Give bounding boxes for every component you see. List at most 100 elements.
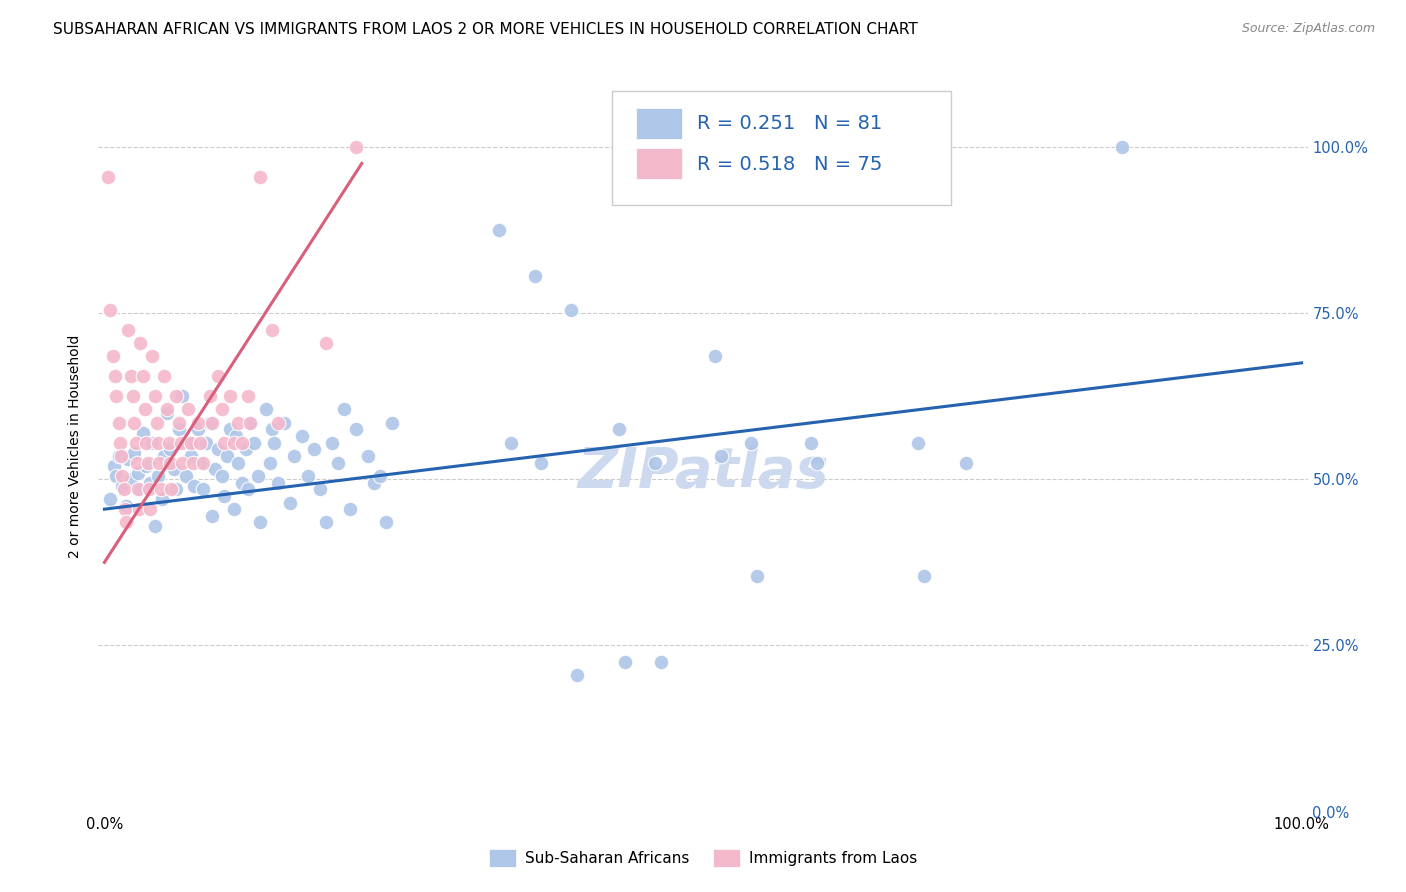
Point: [115, 516, 138, 530]
Point: [143, 389, 166, 403]
Point: [212, 489, 235, 503]
Point: [120, 369, 142, 384]
Point: [191, 482, 214, 496]
Point: [157, 435, 180, 450]
Point: [201, 416, 224, 430]
Point: [129, 482, 152, 496]
Point: [260, 422, 283, 436]
Point: [236, 482, 259, 496]
Point: [363, 475, 385, 490]
Text: R = 0.251   N = 81: R = 0.251 N = 81: [697, 114, 882, 133]
Point: [228, 416, 250, 430]
Text: ZIPatlas: ZIPatlas: [578, 444, 828, 499]
Point: [191, 456, 214, 470]
Point: [321, 435, 343, 450]
Point: [117, 323, 139, 337]
Point: [172, 456, 194, 470]
Point: [156, 406, 179, 420]
Point: [259, 456, 281, 470]
Point: [138, 482, 160, 496]
Point: [105, 469, 128, 483]
Point: [344, 422, 367, 436]
Point: [124, 416, 146, 430]
Point: [644, 156, 666, 170]
Point: [800, 435, 823, 450]
Point: [225, 429, 247, 443]
Point: [149, 482, 172, 496]
Point: [188, 435, 211, 450]
Text: SUBSAHARAN AFRICAN VS IMMIGRANTS FROM LAOS 2 OR MORE VEHICLES IN HOUSEHOLD CORRE: SUBSAHARAN AFRICAN VS IMMIGRANTS FROM LA…: [53, 22, 918, 37]
Point: [243, 435, 266, 450]
Point: [111, 469, 134, 483]
Point: [188, 456, 211, 470]
Point: [524, 269, 547, 284]
Point: [907, 435, 929, 450]
Point: [219, 422, 242, 436]
Point: [222, 502, 245, 516]
Point: [212, 435, 235, 450]
Point: [159, 456, 181, 470]
Point: [560, 302, 582, 317]
Point: [103, 458, 125, 473]
FancyBboxPatch shape: [637, 108, 682, 139]
Point: [339, 502, 361, 516]
Point: [283, 449, 305, 463]
Point: [278, 495, 301, 509]
Point: [108, 435, 131, 450]
Point: [235, 442, 257, 457]
Point: [170, 435, 193, 450]
Point: [207, 369, 229, 384]
Point: [146, 416, 169, 430]
Point: [231, 435, 253, 450]
Point: [153, 369, 176, 384]
Point: [101, 349, 124, 363]
Point: [127, 466, 149, 480]
Point: [333, 402, 356, 417]
Point: [650, 655, 672, 669]
Point: [183, 479, 205, 493]
FancyBboxPatch shape: [637, 148, 682, 179]
Point: [806, 456, 828, 470]
Point: [143, 518, 166, 533]
Point: [104, 369, 127, 384]
Point: [195, 435, 218, 450]
Point: [302, 442, 325, 457]
Point: [135, 458, 157, 473]
Point: [273, 416, 295, 430]
Point: [567, 668, 589, 682]
Point: [381, 416, 404, 430]
Point: [148, 435, 170, 450]
Point: [167, 422, 190, 436]
Point: [135, 435, 157, 450]
Point: [111, 479, 134, 493]
Point: [344, 140, 367, 154]
Point: [488, 223, 510, 237]
Point: [236, 389, 259, 403]
Point: [120, 472, 142, 486]
Point: [246, 469, 269, 483]
Point: [150, 492, 173, 507]
Point: [267, 475, 290, 490]
Point: [260, 323, 283, 337]
Point: [231, 475, 253, 490]
Point: [740, 435, 762, 450]
Point: [187, 416, 209, 430]
Point: [357, 449, 380, 463]
Point: [219, 389, 242, 403]
Point: [368, 469, 391, 483]
Point: [745, 568, 768, 582]
Point: [501, 435, 523, 450]
Point: [122, 389, 145, 403]
Point: [187, 422, 209, 436]
Point: [125, 456, 148, 470]
Point: [207, 442, 229, 457]
Point: [254, 402, 277, 417]
Point: [249, 169, 271, 184]
Point: [139, 502, 162, 516]
Point: [128, 502, 150, 516]
Point: [211, 402, 233, 417]
Point: [204, 462, 226, 476]
Point: [198, 389, 221, 403]
Legend: Sub-Saharan Africans, Immigrants from Laos: Sub-Saharan Africans, Immigrants from La…: [482, 843, 924, 873]
Point: [315, 516, 337, 530]
